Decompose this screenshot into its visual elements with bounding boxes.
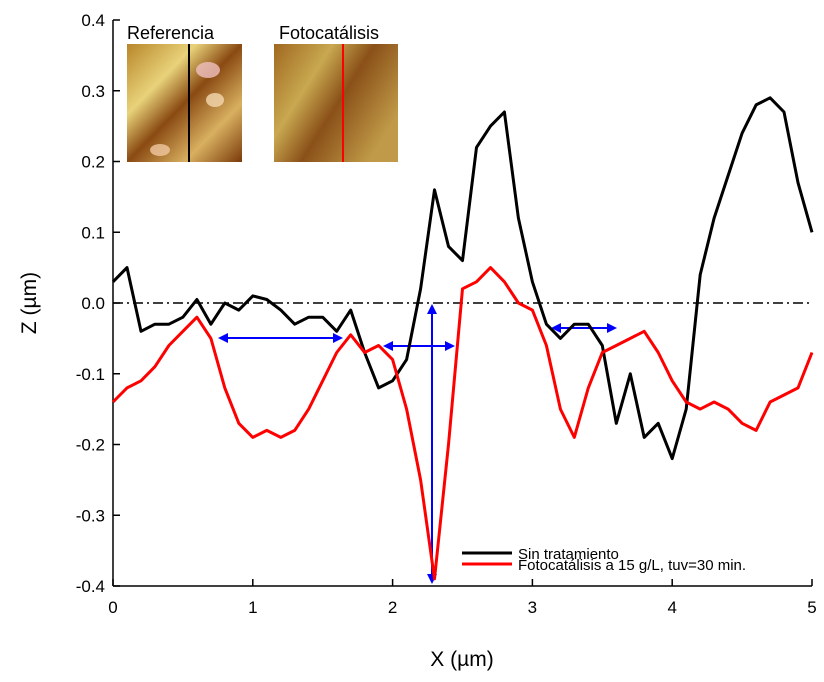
inset-label: Referencia xyxy=(127,23,215,43)
x-axis-label: X (µm) xyxy=(430,648,493,671)
y-tick-label: -0.1 xyxy=(76,365,105,384)
x-tick-label: 4 xyxy=(667,598,676,617)
y-tick-label: -0.4 xyxy=(76,577,105,596)
y-tick-label: 0.1 xyxy=(81,223,105,242)
y-tick-label: 0.3 xyxy=(81,82,105,101)
legend-label: Fotocatálisis a 15 g/L, tuv=30 min. xyxy=(518,557,746,574)
y-tick-label: 0.2 xyxy=(81,153,105,172)
x-tick-label: 2 xyxy=(388,598,397,617)
x-tick-label: 1 xyxy=(248,598,257,617)
x-tick-label: 5 xyxy=(807,598,816,617)
inset-label: Fotocatálisis xyxy=(279,23,379,43)
y-tick-label: 0.0 xyxy=(81,294,105,313)
inset-images xyxy=(127,44,398,162)
data-line xyxy=(111,266,814,581)
y-tick-label: 0.4 xyxy=(81,11,105,30)
y-axis-label: Z (µm) xyxy=(18,272,41,334)
annotation-arrows xyxy=(218,304,617,584)
x-tick-label: 0 xyxy=(108,598,117,617)
legend-label: Sin tratamiento xyxy=(518,546,619,563)
data-line xyxy=(111,96,814,461)
y-tick-label: -0.3 xyxy=(76,506,105,525)
x-tick-label: 3 xyxy=(528,598,537,617)
y-tick-label: -0.2 xyxy=(76,436,105,455)
